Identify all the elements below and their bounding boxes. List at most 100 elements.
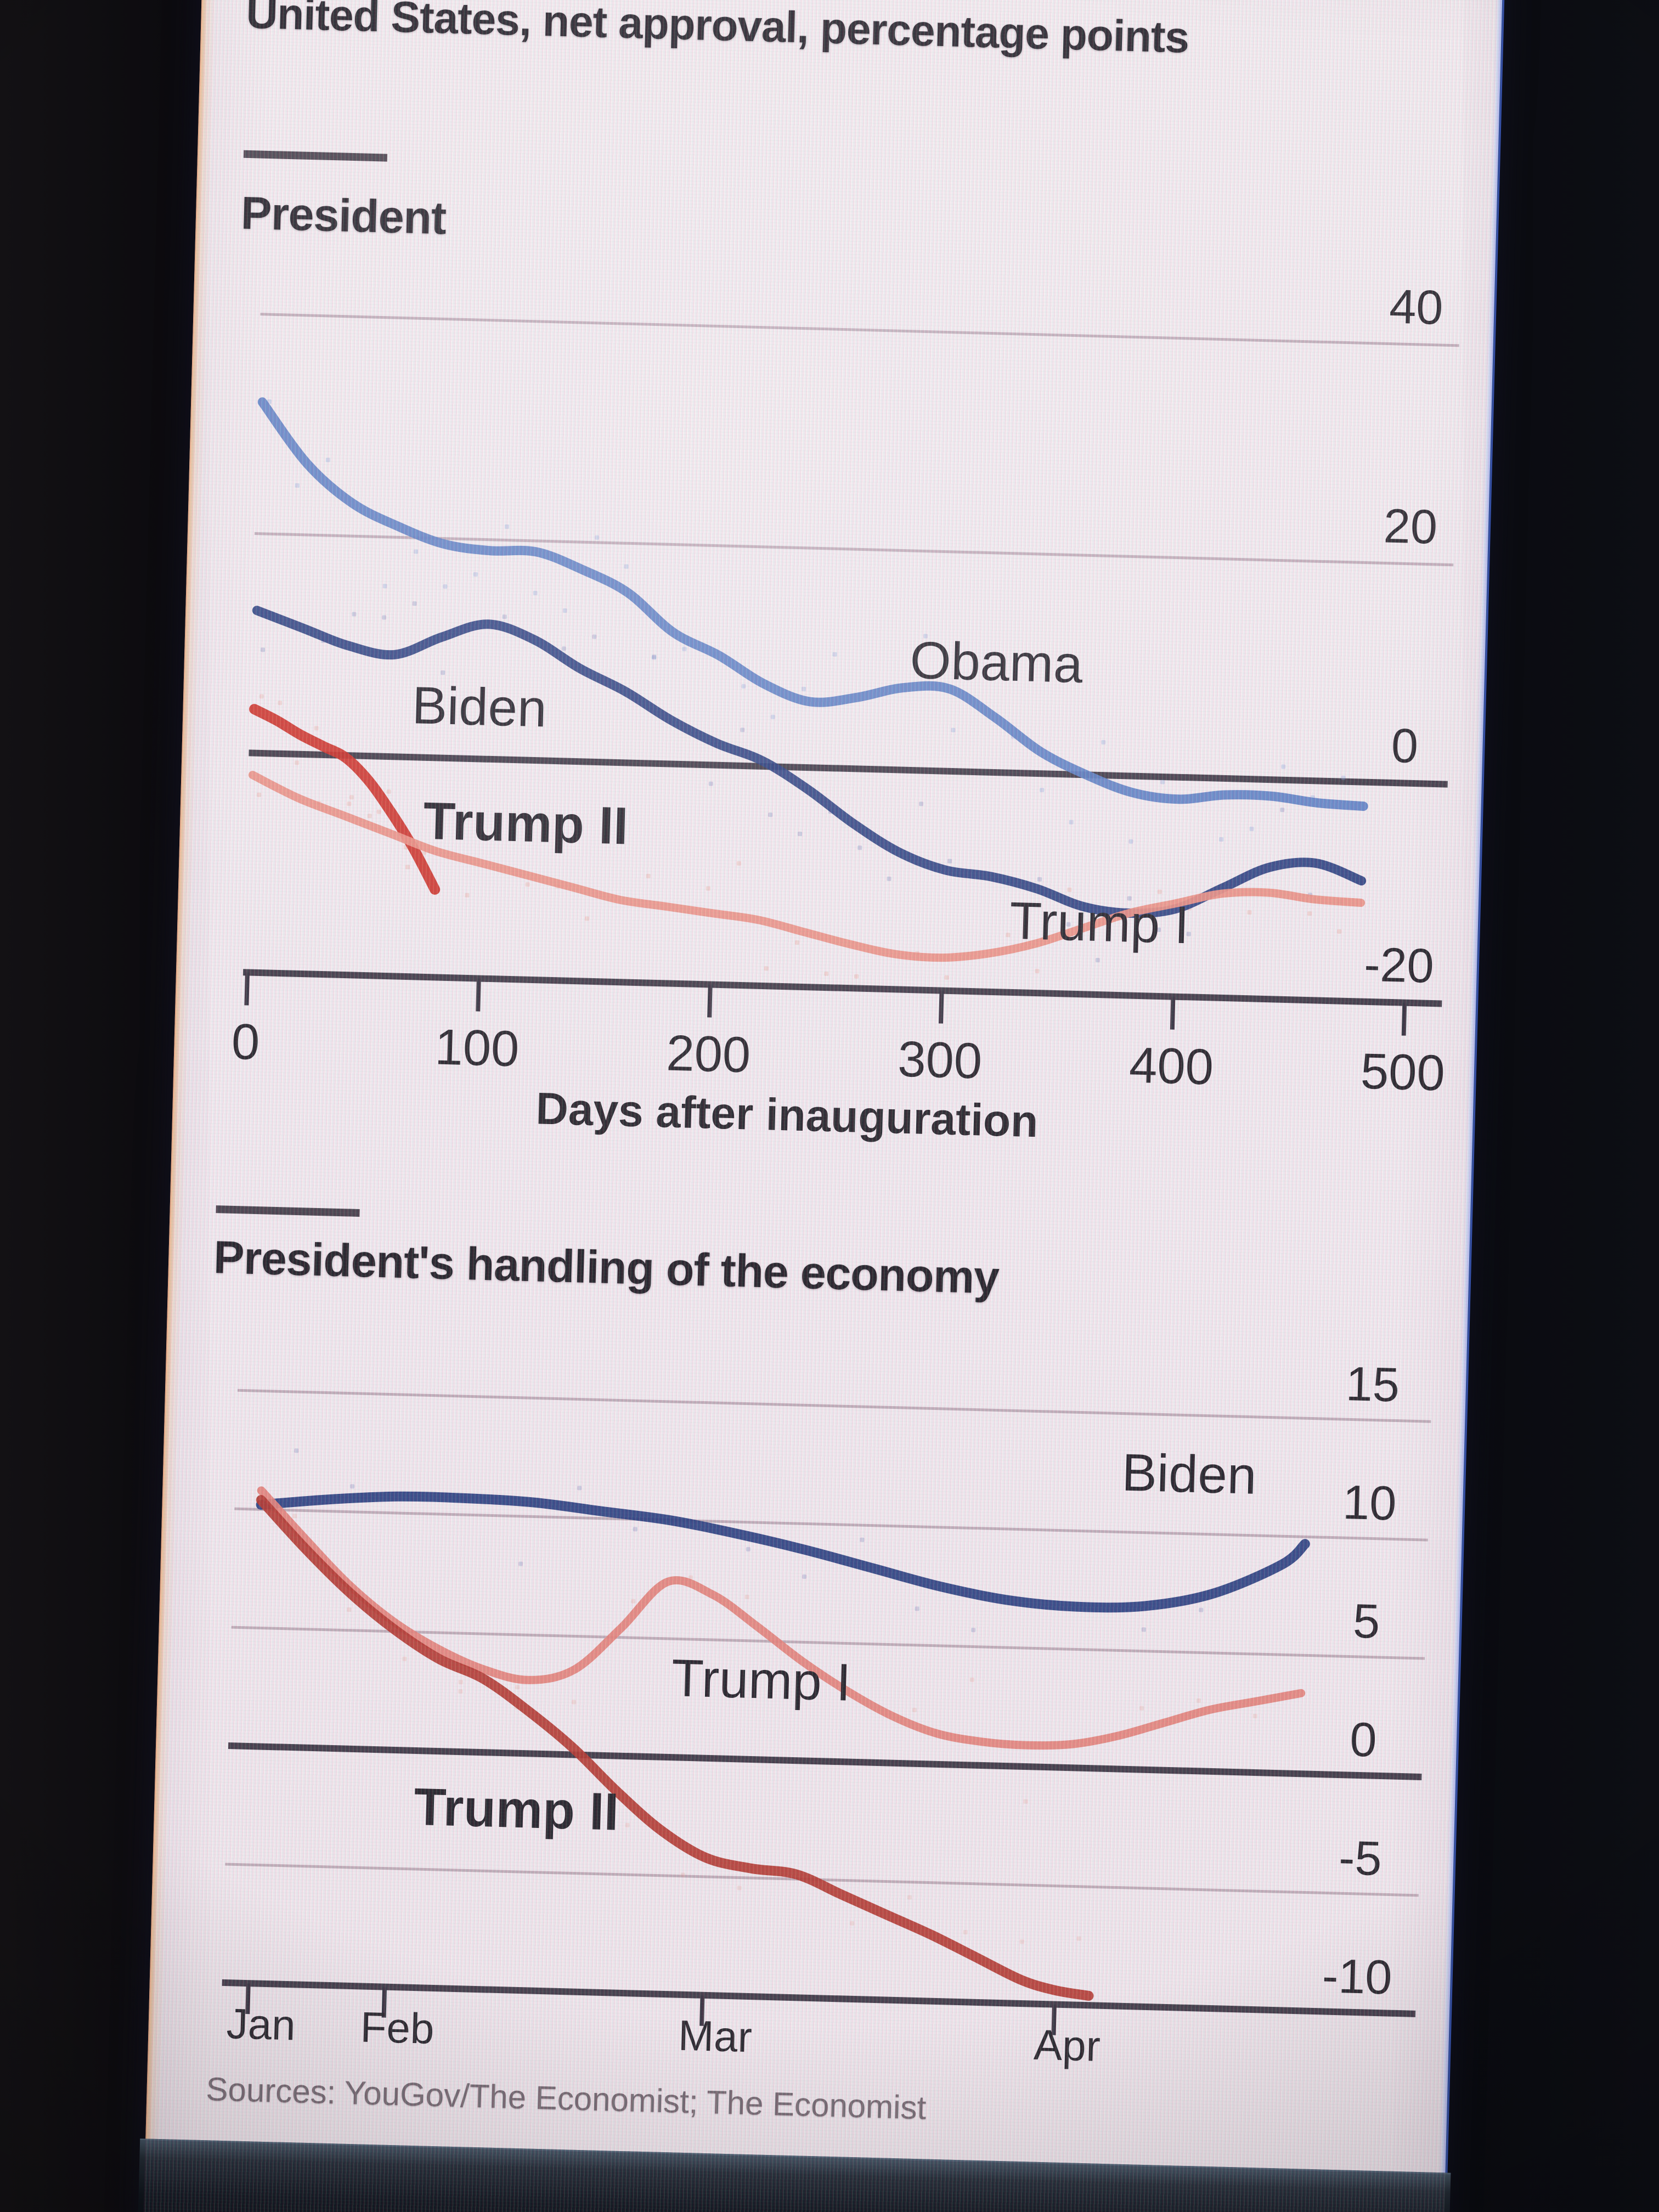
poll-dot	[1341, 775, 1346, 780]
x-tick-label: Apr	[1033, 2021, 1101, 2070]
poll-dot	[502, 614, 507, 619]
x-axis-title: Days after inauguration	[535, 1084, 1039, 1147]
poll-dot	[458, 1680, 463, 1685]
poll-dot	[386, 789, 391, 794]
poll-dot	[1307, 911, 1312, 916]
poll-dot	[857, 845, 862, 850]
x-tick-label: 0	[231, 1014, 261, 1070]
poll-dot	[352, 612, 357, 617]
poll-dot	[652, 654, 657, 659]
poll-dot	[504, 524, 510, 529]
x-tick-label: Mar	[678, 2011, 753, 2061]
biden-label: Biden	[1121, 1443, 1257, 1505]
axis-tick	[707, 984, 713, 1018]
poll-dot	[1196, 1698, 1201, 1703]
x-tick-label: Jan	[226, 1999, 296, 2049]
poll-dot	[625, 1822, 630, 1827]
poll-dot	[533, 590, 538, 596]
approval-chart: 0 100 200 300 400 50040200-20ObamaBidenTrump …	[231, 279, 1459, 1147]
gridline	[260, 313, 1459, 347]
poll-dot	[737, 1886, 742, 1891]
y-tick-label: 40	[1389, 279, 1443, 335]
poll-dot	[918, 802, 924, 806]
poll-dot	[907, 1895, 912, 1900]
poll-dot	[347, 1607, 352, 1612]
poll-dot	[1280, 808, 1285, 812]
y-tick-label: 0	[1391, 718, 1419, 773]
poll-dot	[1199, 1607, 1204, 1612]
poll-dot	[768, 812, 773, 817]
phone-screen: United States, net approval, percentage …	[137, 0, 1505, 2212]
poll-dot	[682, 646, 687, 651]
poll-dot	[798, 831, 803, 837]
poll-dot	[295, 760, 300, 765]
trump-i-line	[257, 1486, 1306, 1750]
poll-dot	[292, 1514, 297, 1519]
poll-dot	[592, 634, 597, 639]
poll-dot	[1186, 932, 1191, 936]
poll-dot	[944, 975, 949, 980]
x-tick-label: 400	[1128, 1037, 1214, 1096]
poll-dot	[646, 873, 651, 878]
poll-dot	[376, 809, 381, 814]
poll-dot	[860, 1537, 865, 1542]
axis-tick	[476, 978, 481, 1012]
zero-gridline	[228, 1742, 1422, 1780]
poll-dot-cloud	[257, 789, 1342, 980]
poll-dot	[1141, 1627, 1146, 1632]
poll-dot	[441, 670, 445, 675]
trump-ii-label: Trump II	[413, 1778, 619, 1842]
poll-dot	[688, 1575, 693, 1580]
axis-tick	[938, 990, 944, 1024]
axis-tick	[1401, 1002, 1407, 1036]
poll-dot	[770, 714, 775, 719]
chart-title: United States, net approval, percentage …	[245, 0, 1190, 62]
poll-dot	[561, 646, 566, 651]
poll-dot	[951, 727, 956, 732]
biden-label: Biden	[411, 676, 548, 738]
poll-dot	[1023, 1799, 1028, 1804]
y-tick-label: 10	[1342, 1475, 1397, 1531]
poll-dot	[1040, 787, 1045, 793]
poll-dot	[633, 1527, 637, 1532]
x-tick-label: Feb	[360, 2003, 435, 2053]
axis-tick	[381, 1987, 387, 2018]
poll-dot	[562, 608, 567, 613]
poll-dot	[969, 1677, 974, 1682]
axis-tick	[1051, 2004, 1057, 2035]
y-tick-label: -5	[1338, 1830, 1383, 1886]
poll-dot	[350, 1484, 355, 1489]
poll-dot	[887, 876, 891, 881]
section-rule-1	[243, 150, 388, 162]
poll-dot	[740, 727, 745, 732]
trump-ii-line	[256, 1495, 1094, 2001]
poll-dot	[325, 458, 330, 462]
poll-dot	[577, 1486, 582, 1491]
poll-dot	[1219, 837, 1224, 842]
poll-dot	[1006, 933, 1011, 938]
poll-dot	[405, 865, 410, 870]
x-axis-line	[242, 969, 1442, 1007]
y-tick-label: -10	[1322, 1948, 1393, 2004]
poll-dot	[1156, 927, 1161, 932]
y-tick-label: 20	[1383, 498, 1438, 554]
poll-dot	[1139, 1706, 1144, 1711]
chart2-heading: President's handling of the economy	[213, 1231, 1000, 1304]
x-tick-label: 200	[665, 1025, 751, 1084]
section-rule-2	[216, 1205, 360, 1217]
gridline	[254, 532, 1454, 567]
poll-dot	[1127, 896, 1132, 901]
poll-dot	[1019, 1939, 1024, 1944]
economy-chart: Jan Feb Mar Apr 15 10 5 0 -5 -10 Biden Trump I Trump…	[222, 1356, 1431, 2070]
trump-ii-label: Trump II	[422, 792, 629, 856]
poll-dot	[257, 792, 262, 797]
poll-dot	[746, 1547, 751, 1551]
axis-tick	[1170, 996, 1176, 1030]
poll-dot	[525, 882, 530, 887]
poll-dot	[799, 1694, 804, 1699]
poll-dot-cloud	[261, 601, 1342, 963]
poll-dot	[850, 1921, 855, 1926]
biden-line	[252, 606, 1367, 918]
poll-dot	[465, 893, 470, 898]
axis-tick	[245, 1983, 251, 2015]
